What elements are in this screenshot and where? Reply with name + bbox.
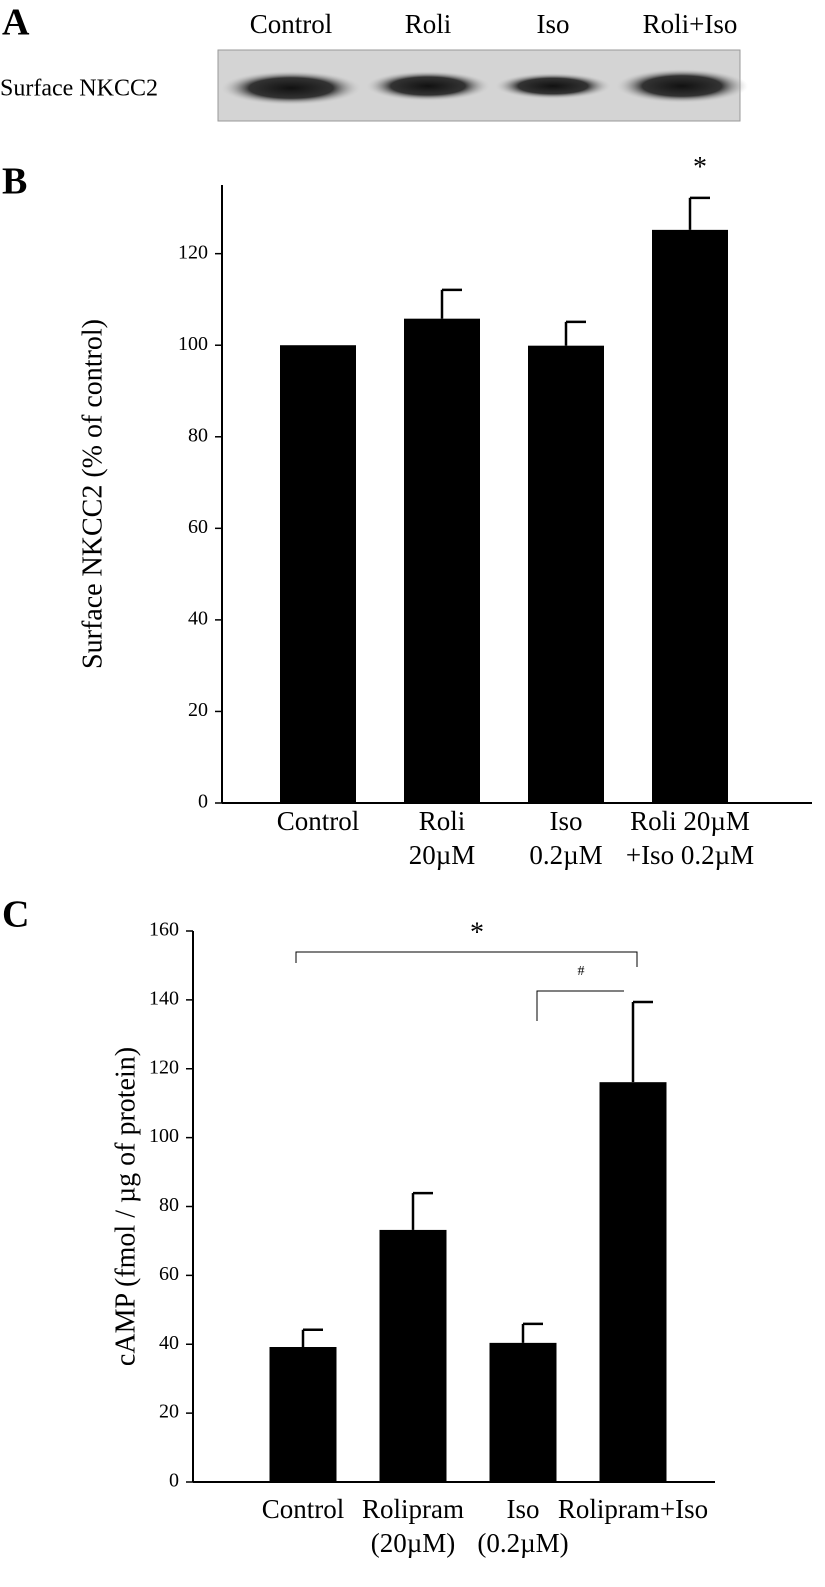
error-bar — [564, 320, 586, 346]
panel-label: A — [2, 2, 30, 44]
x-tick-label: Control — [262, 1494, 345, 1524]
blot — [217, 49, 748, 122]
y-tick-label: 40 — [159, 1332, 179, 1354]
lane-label: Roli — [405, 9, 452, 39]
error-bar — [301, 1328, 323, 1348]
significance-label: # — [578, 964, 585, 979]
error-bar — [411, 1191, 433, 1230]
x-tick-label: Iso (0.2µM) — [477, 1494, 568, 1558]
bar — [599, 1082, 667, 1482]
significance-brackets — [295, 951, 638, 1021]
panel-label: B — [2, 161, 27, 203]
x-tick-label: Rolipram+Iso — [558, 1494, 708, 1524]
lane-label: Roli+Iso — [643, 9, 738, 39]
error-bar — [631, 1000, 653, 1083]
error-bar — [688, 196, 710, 230]
y-tick-label: 0 — [198, 791, 208, 813]
bar — [404, 318, 480, 803]
error-bar — [521, 1322, 543, 1343]
y-axis-title: Surface NKCC2 (% of control) — [77, 319, 108, 669]
bar — [379, 1229, 447, 1482]
bar — [269, 1347, 337, 1482]
x-tick-label: Iso 0.2µM — [529, 806, 602, 870]
y-tick-label: 160 — [149, 919, 179, 941]
y-tick-label: 100 — [178, 333, 208, 355]
y-tick-label: 0 — [169, 1470, 179, 1492]
y-tick-label: 140 — [149, 987, 179, 1009]
y-tick-label: 80 — [188, 424, 208, 446]
x-tick-label: Roli 20µM — [409, 806, 476, 870]
bar — [528, 345, 604, 803]
y-tick-label: 20 — [159, 1401, 179, 1423]
lane-label: Control — [250, 9, 333, 39]
significance-label: * — [470, 917, 484, 948]
y-tick-label: 20 — [188, 699, 208, 721]
y-tick-label: 80 — [159, 1194, 179, 1216]
significance-label: * — [693, 152, 707, 183]
row-label: Surface NKCC2 — [0, 76, 158, 102]
y-tick-label: 100 — [149, 1125, 179, 1147]
x-tick-label: Rolipram (20µM) — [362, 1494, 464, 1558]
error-bar — [440, 288, 462, 319]
y-tick-label: 60 — [159, 1263, 179, 1285]
bar — [652, 229, 728, 803]
y-axis-title: cAMP (fmol / µg of protein) — [110, 1047, 141, 1366]
y-tick-label: 120 — [149, 1056, 179, 1078]
x-tick-label: Control — [277, 806, 360, 836]
y-tick-label: 40 — [188, 607, 208, 629]
bar — [489, 1342, 557, 1482]
lane-label: Iso — [537, 9, 570, 39]
bar — [280, 345, 356, 803]
y-tick-label: 120 — [178, 241, 208, 263]
panel-label: C — [2, 894, 29, 936]
y-tick-label: 60 — [188, 516, 208, 538]
x-tick-label: Roli 20µM +Iso 0.2µM — [626, 806, 754, 870]
